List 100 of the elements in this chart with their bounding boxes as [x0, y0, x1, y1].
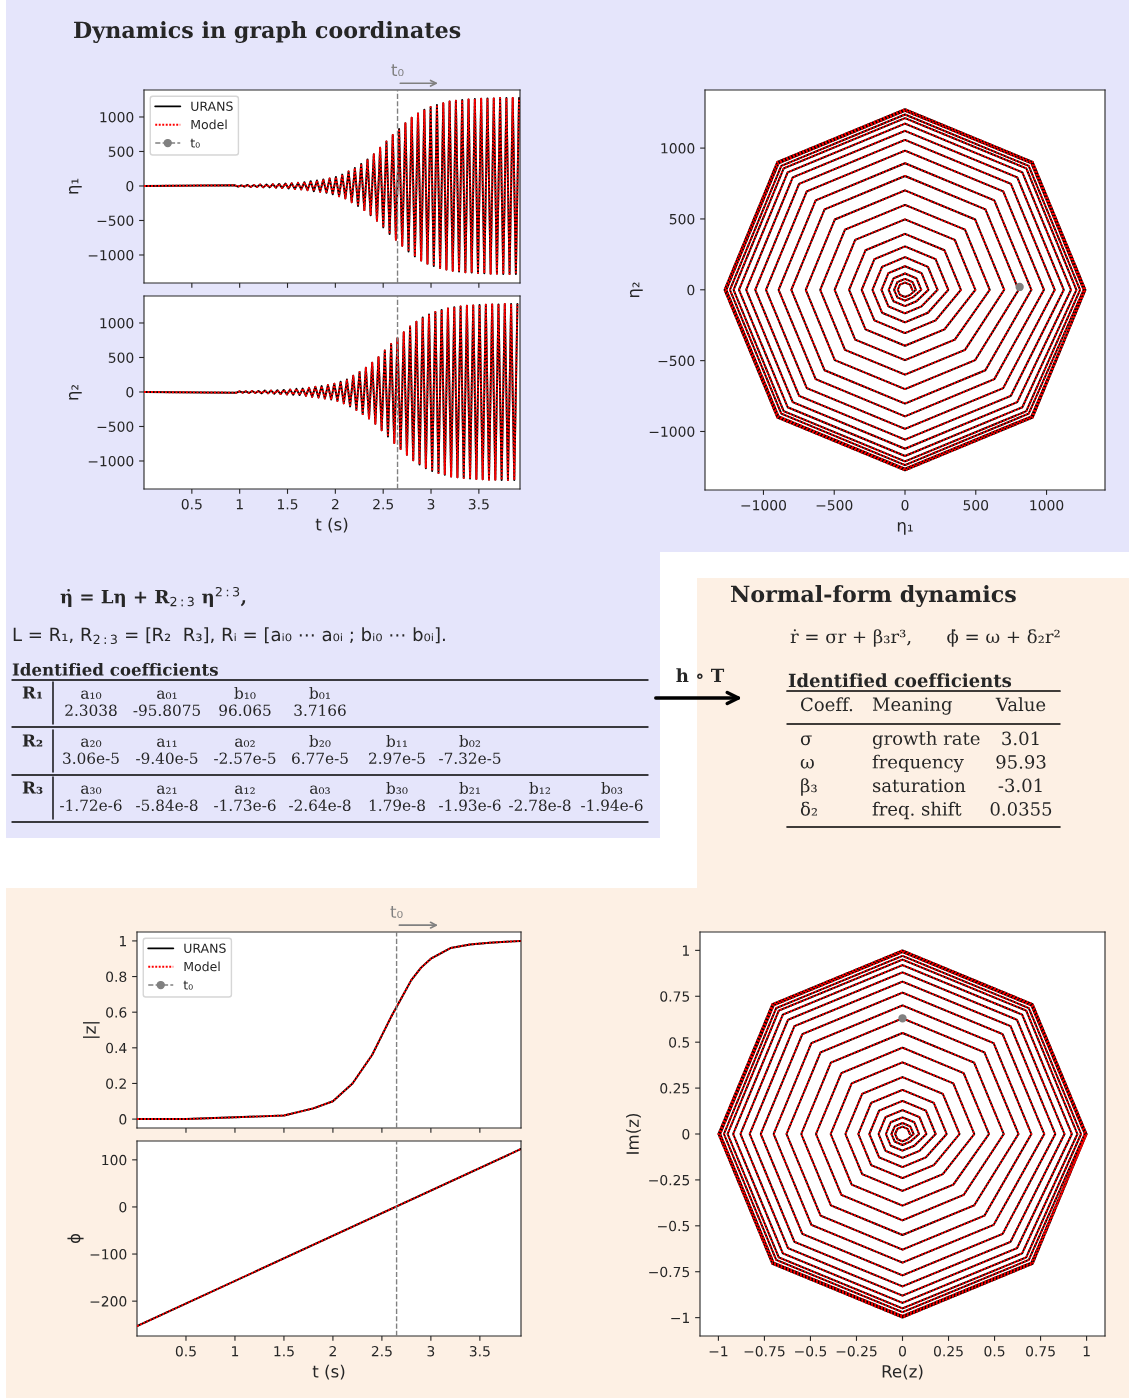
text: b₀₃ -1.94e-6 — [581, 782, 643, 811]
y-tick-label: −1 — [671, 1312, 689, 1323]
y-tick-label: −0.75 — [649, 1266, 690, 1278]
text: b₀₁ 3.7166 — [294, 687, 346, 716]
x-tick-label: 2 — [331, 498, 339, 510]
x-tick-label: −1000 — [741, 499, 787, 511]
y-tick-label: −500 — [97, 421, 134, 432]
text: Coeff. — [801, 697, 853, 712]
x-tick-label: 0 — [899, 1345, 906, 1357]
text: t₀ — [183, 980, 193, 990]
text: R₃ — [22, 781, 43, 794]
y-tick-label: 0.5 — [669, 1037, 690, 1048]
y-tick-label: 0.4 — [106, 1042, 127, 1054]
y-tick-label: 500 — [669, 213, 695, 225]
y-tick-label: −100 — [90, 1249, 127, 1260]
y-axis-title: η₂ — [68, 384, 82, 400]
y-tick-label: 1000 — [100, 111, 134, 123]
y-tick-label: −1000 — [88, 249, 134, 261]
text: a₁₀ 2.3038 — [65, 690, 117, 716]
text: growth rate — [872, 731, 980, 749]
text: R₁ — [22, 686, 42, 699]
y-tick-label: 0 — [126, 386, 134, 398]
x-tick-label: 1 — [1083, 1346, 1090, 1357]
text: a₁₁ -9.40e-5 — [136, 738, 198, 764]
y-tick-label: −0.5 — [658, 1220, 690, 1232]
legend-label: URANS — [191, 101, 233, 111]
x-tick-label: 0.25 — [933, 1345, 963, 1357]
legend-label: Model — [191, 119, 227, 130]
y-tick-label: −500 — [658, 355, 695, 367]
text: η̇ = Lη + R$_{2:3}$ η$^{2:3}$, — [60, 586, 246, 607]
text: 3.01 — [1002, 731, 1039, 746]
text: a₀₂ -2.57e-5 — [214, 738, 276, 764]
text: a₁₂ -1.73e-6 — [214, 785, 276, 811]
legend-label: Model — [184, 961, 220, 972]
text: L = R₁, R$_{2:3}$ = [R₂ R₃], Rᵢ = [aᵢ₀ ⋯ a₀ᵢ ; bᵢ₀ ⋯ b₀ᵢ]. — [13, 627, 445, 645]
y-tick-label: 1000 — [100, 317, 134, 329]
text: a₃₀ -1.72e-6 — [60, 785, 122, 811]
x-tick-label: 3 — [427, 498, 435, 510]
text: a₂₀ 3.06e-5 — [63, 738, 119, 764]
text: saturation — [873, 778, 966, 793]
x-tick-label: 0.75 — [1026, 1345, 1055, 1357]
y-tick-label: 0 — [687, 284, 695, 296]
x-tick-label: 0.5 — [181, 498, 202, 510]
x-tick-label: 1.5 — [274, 1346, 294, 1357]
x-tick-label: −1 — [709, 1346, 728, 1357]
x-tick-label: 0.5 — [175, 1345, 196, 1357]
text: t₀ — [190, 138, 200, 148]
x-axis-title: t (s) — [312, 1364, 345, 1380]
y-tick-label: 500 — [108, 352, 134, 363]
text: 0.0355 — [990, 802, 1052, 816]
text: Identified coefficients — [12, 662, 218, 676]
x-tick-label: 1 — [232, 1346, 239, 1357]
x-tick-label: −0.75 — [744, 1345, 785, 1357]
ref-line-label: t₀ — [390, 906, 403, 918]
x-tick-label: 1000 — [1030, 499, 1064, 511]
x-tick-label: −500 — [816, 499, 853, 511]
x-tick-label: 2.5 — [373, 498, 394, 510]
text: Identified coefficients — [788, 673, 1012, 688]
y-axis-title: |z| — [82, 1022, 100, 1038]
y-tick-label: −0.25 — [649, 1174, 690, 1186]
x-tick-label: 0 — [901, 499, 909, 511]
x-tick-label: −0.25 — [836, 1345, 877, 1357]
x-tick-label: −0.5 — [795, 1345, 827, 1357]
text: β₃ — [801, 778, 817, 796]
text: b₂₀ 6.77e-5 — [292, 735, 348, 764]
chart-title: Dynamics in graph coordinates — [74, 21, 461, 43]
legend-label: URANS — [184, 943, 226, 953]
y-tick-label: −1000 — [88, 455, 134, 467]
y-tick-label: 0.8 — [106, 971, 127, 983]
text: R₂ — [22, 734, 43, 747]
text: σ — [800, 735, 812, 746]
x-tick-label: 1.5 — [277, 499, 298, 510]
ref-line-label: t₀ — [391, 64, 404, 77]
text: δ₂ — [800, 801, 817, 816]
y-tick-label: 0.25 — [660, 1083, 690, 1094]
text: freq. shift — [872, 801, 962, 820]
text: a₀₃ -2.64e-8 — [289, 785, 351, 811]
text: Normal-form dynamics — [730, 585, 1016, 607]
x-tick-label: 3.5 — [468, 498, 489, 510]
y-tick-label: 0 — [119, 1114, 127, 1125]
y-axis-title: η₁ — [68, 178, 82, 194]
y-tick-label: 0 — [682, 1128, 690, 1140]
y-axis-title: ϕ — [67, 1233, 84, 1244]
text: ṙ = σr + β₃r³, ϕ̇ = ω + δ₂r² — [790, 629, 1060, 647]
y-tick-label: 0 — [126, 180, 134, 192]
y-tick-label: 100 — [102, 1154, 127, 1166]
text: a₀₁ -95.8075 — [133, 690, 200, 716]
x-tick-label: 0.5 — [984, 1345, 1005, 1357]
x-tick-label: 3.5 — [469, 1345, 490, 1357]
x-tick-label: 2 — [329, 1345, 336, 1357]
x-tick-label: 3 — [427, 1345, 435, 1357]
text: Value — [995, 697, 1046, 712]
text: -3.01 — [998, 778, 1042, 793]
y-tick-label: 0 — [119, 1201, 127, 1213]
text: frequency — [872, 754, 964, 773]
text: b₃₀ 1.79e-8 — [369, 782, 425, 811]
y-tick-label: 0.75 — [660, 991, 690, 1002]
text: Meaning — [872, 697, 952, 715]
x-axis-title: Re(z) — [882, 1364, 923, 1380]
x-axis-title: t (s) — [315, 517, 348, 533]
